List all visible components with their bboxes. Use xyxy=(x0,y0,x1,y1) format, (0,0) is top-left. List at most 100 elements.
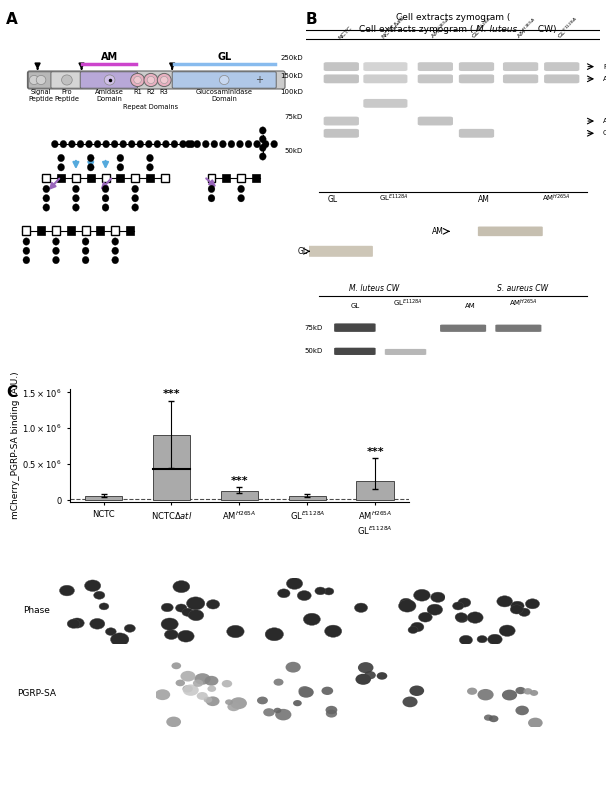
Text: 100kD: 100kD xyxy=(280,89,303,96)
Bar xyxy=(85,496,122,500)
Circle shape xyxy=(355,603,368,612)
FancyBboxPatch shape xyxy=(418,117,453,126)
Text: ***: *** xyxy=(162,389,181,399)
Circle shape xyxy=(132,185,139,193)
Circle shape xyxy=(53,247,59,254)
Circle shape xyxy=(187,597,205,610)
Circle shape xyxy=(144,74,158,87)
Circle shape xyxy=(82,247,89,254)
Circle shape xyxy=(273,679,284,686)
Circle shape xyxy=(510,605,523,614)
Bar xyxy=(356,480,394,500)
Circle shape xyxy=(219,140,226,147)
Text: 50kD: 50kD xyxy=(285,148,303,154)
Circle shape xyxy=(456,614,468,623)
Bar xyxy=(72,174,80,182)
Circle shape xyxy=(197,692,208,700)
Circle shape xyxy=(524,688,533,694)
Text: A: A xyxy=(6,12,18,28)
Bar xyxy=(131,174,139,182)
Circle shape xyxy=(132,194,139,202)
Circle shape xyxy=(356,674,371,684)
Text: 75kD: 75kD xyxy=(285,114,303,120)
Text: GL: GL xyxy=(327,194,338,204)
FancyBboxPatch shape xyxy=(51,72,83,88)
Circle shape xyxy=(73,185,79,193)
Circle shape xyxy=(193,680,203,687)
Circle shape xyxy=(325,706,338,714)
Circle shape xyxy=(414,590,430,601)
Circle shape xyxy=(85,580,101,591)
Bar xyxy=(222,174,230,182)
Circle shape xyxy=(52,140,58,147)
Text: GL$^{E1128A}$: GL$^{E1128A}$ xyxy=(393,298,423,309)
Circle shape xyxy=(176,680,185,686)
Circle shape xyxy=(259,144,266,151)
Circle shape xyxy=(287,578,302,590)
Bar xyxy=(96,226,104,235)
Circle shape xyxy=(236,140,244,147)
Text: R1: R1 xyxy=(133,89,142,95)
Text: S. aureus CW: S. aureus CW xyxy=(497,284,548,292)
Text: AM$^{H265A}$: AM$^{H265A}$ xyxy=(542,193,571,204)
Circle shape xyxy=(202,140,209,147)
Circle shape xyxy=(467,612,483,623)
Bar xyxy=(252,174,260,182)
Circle shape xyxy=(278,589,290,598)
Text: PGRP-SA: PGRP-SA xyxy=(17,688,56,698)
FancyBboxPatch shape xyxy=(334,347,376,355)
Circle shape xyxy=(112,140,118,147)
Text: AM: AM xyxy=(101,53,118,62)
Circle shape xyxy=(293,700,302,706)
Circle shape xyxy=(102,204,109,211)
Circle shape xyxy=(158,74,171,87)
Circle shape xyxy=(185,140,192,147)
Circle shape xyxy=(112,247,119,254)
Bar xyxy=(112,226,119,235)
Circle shape xyxy=(265,628,284,641)
Circle shape xyxy=(60,140,67,147)
Circle shape xyxy=(411,622,424,632)
FancyBboxPatch shape xyxy=(364,62,407,71)
Bar xyxy=(207,174,216,182)
Circle shape xyxy=(154,140,161,147)
Circle shape xyxy=(516,687,525,694)
Circle shape xyxy=(238,185,245,193)
Circle shape xyxy=(132,204,139,211)
Circle shape xyxy=(399,599,416,612)
Circle shape xyxy=(58,164,64,171)
Circle shape xyxy=(90,619,105,629)
Circle shape xyxy=(358,662,373,673)
Circle shape xyxy=(530,690,538,696)
Circle shape xyxy=(161,618,178,630)
Text: AM: AM xyxy=(478,194,490,204)
Circle shape xyxy=(511,601,524,611)
Circle shape xyxy=(519,608,530,616)
Circle shape xyxy=(182,685,193,693)
FancyBboxPatch shape xyxy=(324,75,359,83)
Circle shape xyxy=(195,673,210,684)
Circle shape xyxy=(304,613,321,625)
Circle shape xyxy=(171,663,181,669)
Bar xyxy=(221,492,258,500)
Text: AM: AM xyxy=(432,227,444,236)
Circle shape xyxy=(410,685,424,696)
Circle shape xyxy=(408,626,418,633)
Bar xyxy=(52,226,60,235)
Circle shape xyxy=(162,140,169,147)
Circle shape xyxy=(145,140,152,147)
FancyBboxPatch shape xyxy=(308,245,373,257)
Circle shape xyxy=(257,697,268,705)
Circle shape xyxy=(227,625,244,637)
Circle shape xyxy=(298,590,311,600)
Circle shape xyxy=(188,610,204,620)
Circle shape xyxy=(263,708,275,716)
Circle shape xyxy=(43,204,50,211)
Text: Phase: Phase xyxy=(23,606,50,616)
Bar xyxy=(57,174,65,182)
Circle shape xyxy=(62,75,72,85)
Circle shape xyxy=(459,635,473,645)
Circle shape xyxy=(128,140,135,147)
Circle shape xyxy=(245,140,252,147)
FancyBboxPatch shape xyxy=(440,325,486,332)
